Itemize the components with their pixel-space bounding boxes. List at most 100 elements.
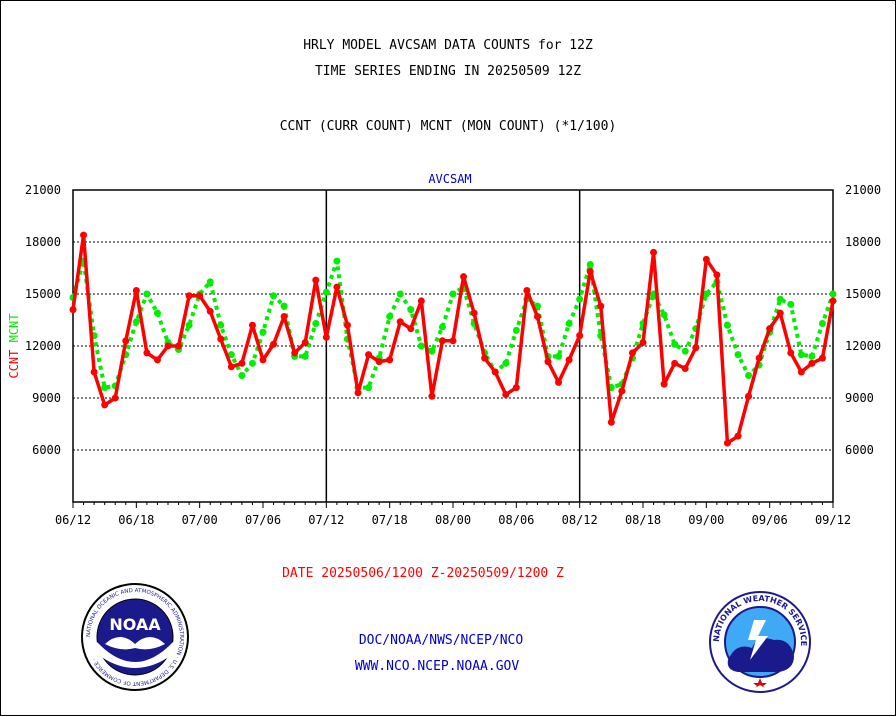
point-ccnt-64 (745, 392, 753, 400)
point-ccnt-40 (491, 368, 499, 376)
point-ccnt-47 (565, 356, 573, 364)
point-ccnt-34 (428, 392, 436, 400)
point-ccnt-32 (407, 325, 415, 333)
point-ccnt-21 (291, 349, 299, 357)
x-tick-label: 07/00 (182, 513, 218, 527)
day-dividers (325, 190, 581, 502)
point-ccnt-10 (175, 342, 183, 350)
point-ccnt-7 (143, 349, 151, 357)
point-ccnt-61 (713, 271, 721, 279)
chart-title-line1: HRLY MODEL AVCSAM DATA COUNTS for 12Z (303, 38, 593, 53)
point-mcnt-18 (259, 328, 267, 336)
point-ccnt-44 (533, 313, 541, 321)
x-tick-label: 08/06 (498, 513, 534, 527)
point-mcnt-69 (797, 351, 805, 359)
point-mcnt-31 (396, 290, 404, 298)
x-tick-label: 08/12 (562, 513, 598, 527)
point-ccnt-20 (280, 313, 288, 321)
y-tick-label-left: 6000 (32, 443, 61, 457)
point-mcnt-35 (438, 323, 446, 331)
x-tick-label: 07/18 (372, 513, 408, 527)
axis-ticks (72, 502, 834, 508)
y-tick-label-right: 15000 (845, 287, 881, 301)
y-axis-label-ccnt: CCNT (7, 342, 21, 378)
point-ccnt-43 (523, 287, 531, 295)
point-ccnt-3 (101, 401, 109, 409)
point-ccnt-57 (671, 359, 679, 367)
date-range: DATE 20250506/1200 Z-20250509/1200 Z (282, 566, 564, 581)
point-ccnt-42 (512, 384, 520, 392)
x-tick-label: 08/18 (625, 513, 661, 527)
org-url[interactable]: WWW.NCO.NCEP.NOAA.GOV (354, 659, 520, 674)
x-tick-label: 09/00 (688, 513, 724, 527)
point-mcnt-58 (681, 347, 689, 355)
y-tick-label-right: 18000 (845, 235, 881, 249)
point-mcnt-47 (565, 319, 573, 327)
point-mcnt-64 (745, 371, 753, 379)
point-mcnt-17 (248, 359, 256, 367)
noaa-logo-icon: NOAA NATIONAL OCEANIC AND ATMOSPHERIC AD… (81, 583, 189, 691)
point-mcnt-28 (365, 384, 373, 392)
point-ccnt-28 (365, 351, 373, 359)
point-ccnt-39 (481, 354, 489, 362)
point-mcnt-33 (417, 342, 425, 350)
y-tick-label-right: 21000 (845, 183, 881, 197)
chart-legend-line: CCNT (CURR COUNT) MCNT (MON COUNT) (*1/1… (279, 119, 617, 134)
y-tick-label-left: 18000 (25, 235, 61, 249)
point-ccnt-18 (259, 356, 267, 364)
point-mcnt-13 (206, 278, 214, 286)
point-mcnt-14 (217, 321, 225, 329)
point-ccnt-4 (111, 394, 119, 402)
point-mcnt-8 (153, 309, 161, 317)
chart-title-line2: TIME SERIES ENDING IN 20250509 12Z (314, 64, 582, 79)
point-mcnt-62 (723, 321, 731, 329)
point-ccnt-33 (417, 297, 425, 305)
point-mcnt-6 (132, 318, 140, 326)
point-mcnt-49 (586, 261, 594, 269)
y-tick-label-right: 9000 (845, 391, 874, 405)
point-ccnt-23 (312, 276, 320, 284)
point-ccnt-19 (270, 340, 278, 348)
point-mcnt-32 (407, 306, 415, 314)
point-ccnt-46 (555, 378, 563, 386)
point-mcnt-67 (776, 295, 784, 303)
x-tick-label: 09/06 (752, 513, 788, 527)
point-ccnt-66 (766, 325, 774, 333)
point-mcnt-46 (555, 352, 563, 360)
y-tick-label-right: 6000 (845, 443, 874, 457)
point-mcnt-63 (734, 351, 742, 359)
point-ccnt-71 (818, 354, 826, 362)
y-tick-label-left: 9000 (32, 391, 61, 405)
point-ccnt-31 (396, 318, 404, 326)
point-ccnt-37 (460, 273, 468, 281)
point-ccnt-49 (586, 267, 594, 275)
x-tick-label: 06/12 (55, 513, 91, 527)
point-ccnt-60 (702, 255, 710, 263)
point-ccnt-29 (375, 358, 383, 366)
point-ccnt-6 (132, 287, 140, 295)
point-ccnt-11 (185, 292, 193, 300)
point-mcnt-72 (829, 290, 837, 298)
point-mcnt-71 (818, 319, 826, 327)
point-ccnt-16 (238, 359, 246, 367)
x-tick-label: 07/12 (308, 513, 344, 527)
point-ccnt-0 (69, 306, 77, 314)
y-tick-label-left: 15000 (25, 287, 61, 301)
point-ccnt-9 (164, 342, 172, 350)
point-ccnt-56 (660, 380, 668, 388)
y-axis-label-mcnt: MCNT (7, 313, 21, 342)
point-mcnt-23 (312, 319, 320, 327)
point-ccnt-52 (618, 387, 626, 395)
point-ccnt-41 (502, 391, 510, 399)
point-ccnt-58 (681, 365, 689, 373)
series-ccnt (69, 231, 837, 447)
point-mcnt-56 (660, 311, 668, 319)
y-tick-label-left: 12000 (25, 339, 61, 353)
point-mcnt-36 (449, 290, 457, 298)
point-ccnt-67 (776, 309, 784, 317)
point-mcnt-68 (787, 300, 795, 308)
point-ccnt-12 (196, 292, 204, 300)
point-mcnt-70 (808, 352, 816, 360)
point-ccnt-69 (797, 368, 805, 376)
